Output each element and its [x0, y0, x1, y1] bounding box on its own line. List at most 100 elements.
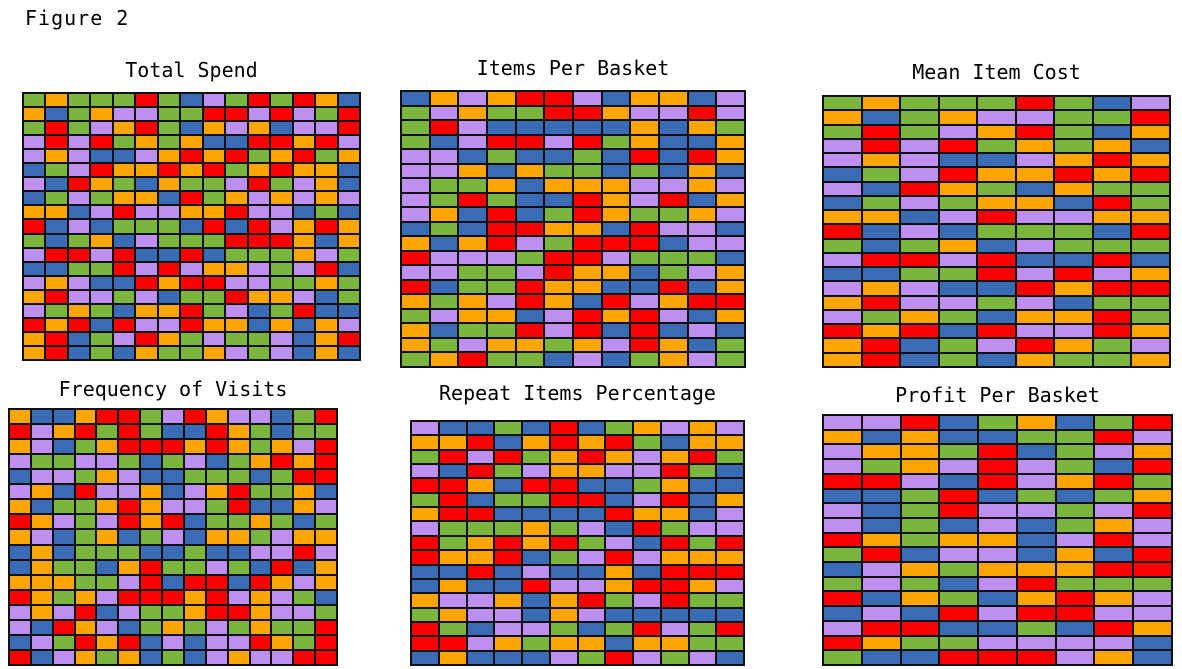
heatmap-cell: [823, 238, 862, 253]
heatmap-cell: [1133, 429, 1172, 445]
heatmap-cell: [292, 177, 316, 192]
heatmap-cell: [429, 308, 459, 324]
heatmap-cell: [486, 163, 516, 179]
heatmap-cell: [292, 219, 316, 234]
heatmap-cell: [315, 191, 338, 206]
heatmap-cell: [900, 138, 939, 154]
heatmap-cell: [337, 107, 360, 122]
heatmap-cell: [572, 91, 602, 106]
heatmap-cell: [202, 345, 226, 360]
heatmap-cell: [605, 535, 633, 551]
heatmap-cell: [716, 236, 745, 251]
heatmap-cell: [466, 578, 495, 594]
heatmap-cell: [271, 649, 294, 665]
heatmap-cell: [135, 331, 158, 346]
heatmap-cell: [660, 650, 689, 665]
heatmap-cell: [293, 514, 316, 530]
heatmap-cell: [52, 439, 75, 455]
heatmap-cell: [630, 337, 659, 353]
heatmap-cell: [337, 135, 360, 150]
heatmap-cell: [23, 219, 46, 234]
heatmap-cell: [96, 439, 119, 455]
heatmap-cell: [30, 409, 53, 425]
heatmap-cell: [315, 135, 338, 150]
heatmap-cell: [978, 635, 1017, 651]
heatmap-cell: [1016, 459, 1056, 474]
heatmap-cell: [939, 576, 979, 592]
heatmap-cell: [522, 550, 550, 565]
heatmap-cell: [1131, 267, 1170, 282]
heatmap-cell: [601, 352, 631, 367]
heatmap-total-spend: [22, 92, 361, 361]
heatmap-cell: [605, 578, 633, 594]
heatmap-cell: [486, 236, 516, 251]
heatmap-cell: [135, 303, 158, 318]
heatmap-cell: [1055, 635, 1095, 651]
heatmap-cell: [202, 275, 226, 290]
heatmap-cell: [823, 635, 862, 651]
heatmap-cell: [1015, 338, 1055, 353]
heatmap-cell: [247, 233, 271, 248]
heatmap-cell: [977, 195, 1016, 211]
heatmap-cell: [205, 439, 228, 455]
heatmap-cell: [135, 191, 158, 206]
heatmap-cell: [1015, 181, 1055, 196]
heatmap-cell: [861, 576, 901, 592]
heatmap-cell: [823, 267, 862, 282]
heatmap-cell: [687, 294, 717, 309]
heatmap-cell: [900, 324, 939, 339]
heatmap-cell: [633, 564, 661, 579]
heatmap-cell: [716, 337, 745, 353]
heatmap-cell: [315, 454, 337, 470]
heatmap-cell: [633, 621, 661, 637]
heatmap-cell: [687, 207, 717, 222]
heatmap-cell: [112, 177, 136, 192]
heatmap-cell: [135, 317, 158, 332]
heatmap-cell: [687, 337, 717, 353]
heatmap-cell: [687, 323, 717, 338]
heatmap-cell: [162, 634, 184, 650]
heatmap-cell: [938, 96, 978, 111]
heatmap-cell: [162, 499, 184, 515]
heatmap-cell: [861, 635, 901, 651]
heatmap-cell: [23, 121, 46, 136]
heatmap-cell: [938, 224, 978, 239]
heatmap-cell: [112, 275, 136, 290]
heatmap-cell: [1054, 281, 1093, 296]
heatmap-cell: [823, 576, 862, 592]
heatmap-cell: [658, 308, 688, 324]
heatmap-cell: [162, 619, 184, 635]
heatmap-cell: [716, 192, 745, 208]
heatmap-cell: [494, 449, 522, 465]
heatmap-cell: [227, 649, 250, 665]
heatmap-cell: [601, 221, 631, 237]
heatmap-cell: [270, 289, 293, 304]
heatmap-cell: [544, 352, 573, 367]
heatmap-cell: [1131, 124, 1170, 139]
heatmap-cell: [205, 454, 228, 470]
heatmap-cell: [227, 484, 250, 500]
heatmap-cell: [688, 449, 717, 465]
heatmap-cell: [1092, 281, 1132, 296]
heatmap-cell: [45, 93, 68, 108]
heatmap-cell: [716, 535, 744, 551]
heatmap-cell: [1054, 181, 1093, 196]
heatmap-cell: [716, 91, 745, 106]
heatmap-cell: [157, 135, 181, 150]
heatmap-cell: [688, 478, 717, 493]
heatmap-cell: [401, 163, 430, 179]
heatmap-cell: [162, 409, 184, 425]
heatmap-cell: [438, 607, 467, 622]
heatmap-cell: [900, 252, 939, 268]
heatmap-cell: [23, 191, 46, 206]
heatmap-cell: [225, 261, 248, 276]
heatmap-cell: [140, 634, 163, 650]
heatmap-cell: [1055, 415, 1095, 430]
heatmap-cell: [494, 593, 522, 608]
heatmap-cell: [1054, 238, 1093, 253]
heatmap-cell: [292, 191, 316, 206]
heatmap-cell: [486, 279, 516, 295]
heatmap-cell: [337, 219, 360, 234]
heatmap-cell: [716, 478, 744, 493]
heatmap-cell: [118, 469, 141, 485]
